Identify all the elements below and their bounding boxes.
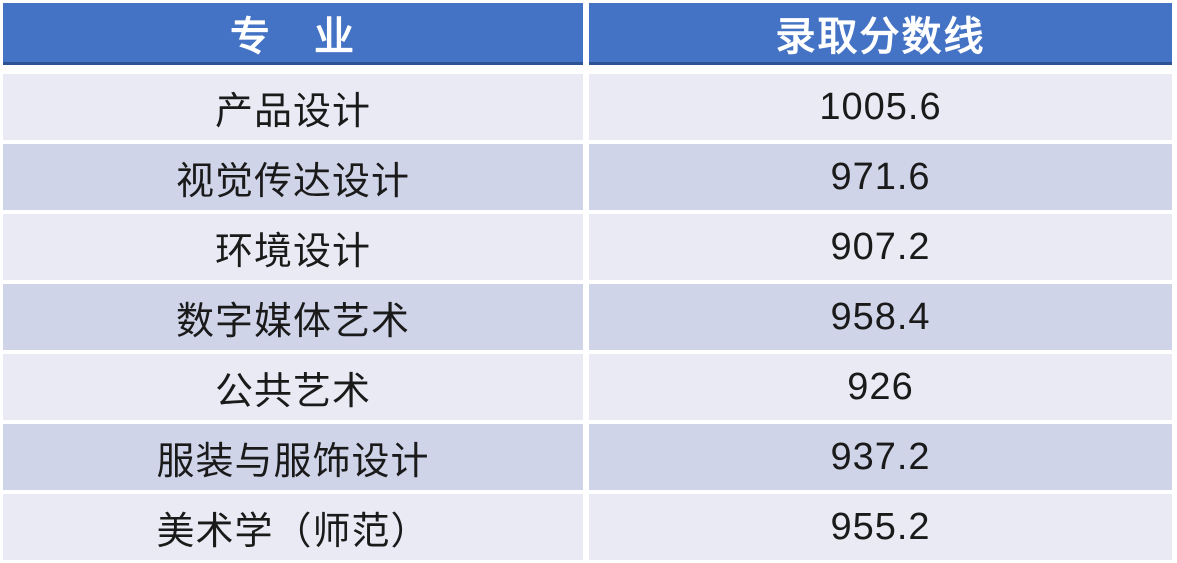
admission-score-table: 专 业 录取分数线 产品设计 1005.6 视觉传达设计 971.6 <box>3 3 1172 563</box>
score-value: 958.4 <box>830 295 931 338</box>
major-label: 美术学（师范） <box>156 510 430 553</box>
score-value: 926 <box>847 365 914 408</box>
score-cell: 958.4 <box>589 284 1172 350</box>
major-label: 环境设计 <box>214 230 371 273</box>
table-row: 产品设计 1005.6 <box>3 74 1172 140</box>
table-row: 视觉传达设计 971.6 <box>3 144 1172 210</box>
header-cell-major: 专 业 <box>3 3 583 65</box>
major-label: 公共艺术 <box>214 370 371 413</box>
header-label-score: 录取分数线 <box>775 14 986 59</box>
score-cell: 971.6 <box>589 144 1172 210</box>
major-label: 数字媒体艺术 <box>175 300 410 343</box>
score-value: 907.2 <box>830 225 931 268</box>
table-row: 数字媒体艺术 958.4 <box>3 284 1172 350</box>
score-cell: 1005.6 <box>589 74 1172 140</box>
table-row: 环境设计 907.2 <box>3 214 1172 280</box>
score-value: 937.2 <box>830 435 931 478</box>
major-label: 视觉传达设计 <box>175 160 410 203</box>
score-value: 955.2 <box>830 505 931 548</box>
major-cell: 美术学（师范） <box>3 494 583 560</box>
score-cell: 926 <box>589 354 1172 420</box>
table-header-row: 专 业 录取分数线 <box>3 3 1172 65</box>
score-cell: 955.2 <box>589 494 1172 560</box>
table-row: 服装与服饰设计 937.2 <box>3 424 1172 490</box>
major-cell: 服装与服饰设计 <box>3 424 583 490</box>
major-cell: 环境设计 <box>3 214 583 280</box>
major-label: 服装与服饰设计 <box>156 440 430 483</box>
score-value: 971.6 <box>830 155 931 198</box>
header-cell-score: 录取分数线 <box>589 3 1172 65</box>
major-cell: 数字媒体艺术 <box>3 284 583 350</box>
major-cell: 公共艺术 <box>3 354 583 420</box>
header-label-major: 专 业 <box>230 14 356 59</box>
major-label: 产品设计 <box>214 90 371 133</box>
score-cell: 937.2 <box>589 424 1172 490</box>
score-value: 1005.6 <box>819 85 942 128</box>
table-row: 公共艺术 926 <box>3 354 1172 420</box>
table-row: 美术学（师范） 955.2 <box>3 494 1172 560</box>
major-cell: 产品设计 <box>3 74 583 140</box>
score-cell: 907.2 <box>589 214 1172 280</box>
major-cell: 视觉传达设计 <box>3 144 583 210</box>
